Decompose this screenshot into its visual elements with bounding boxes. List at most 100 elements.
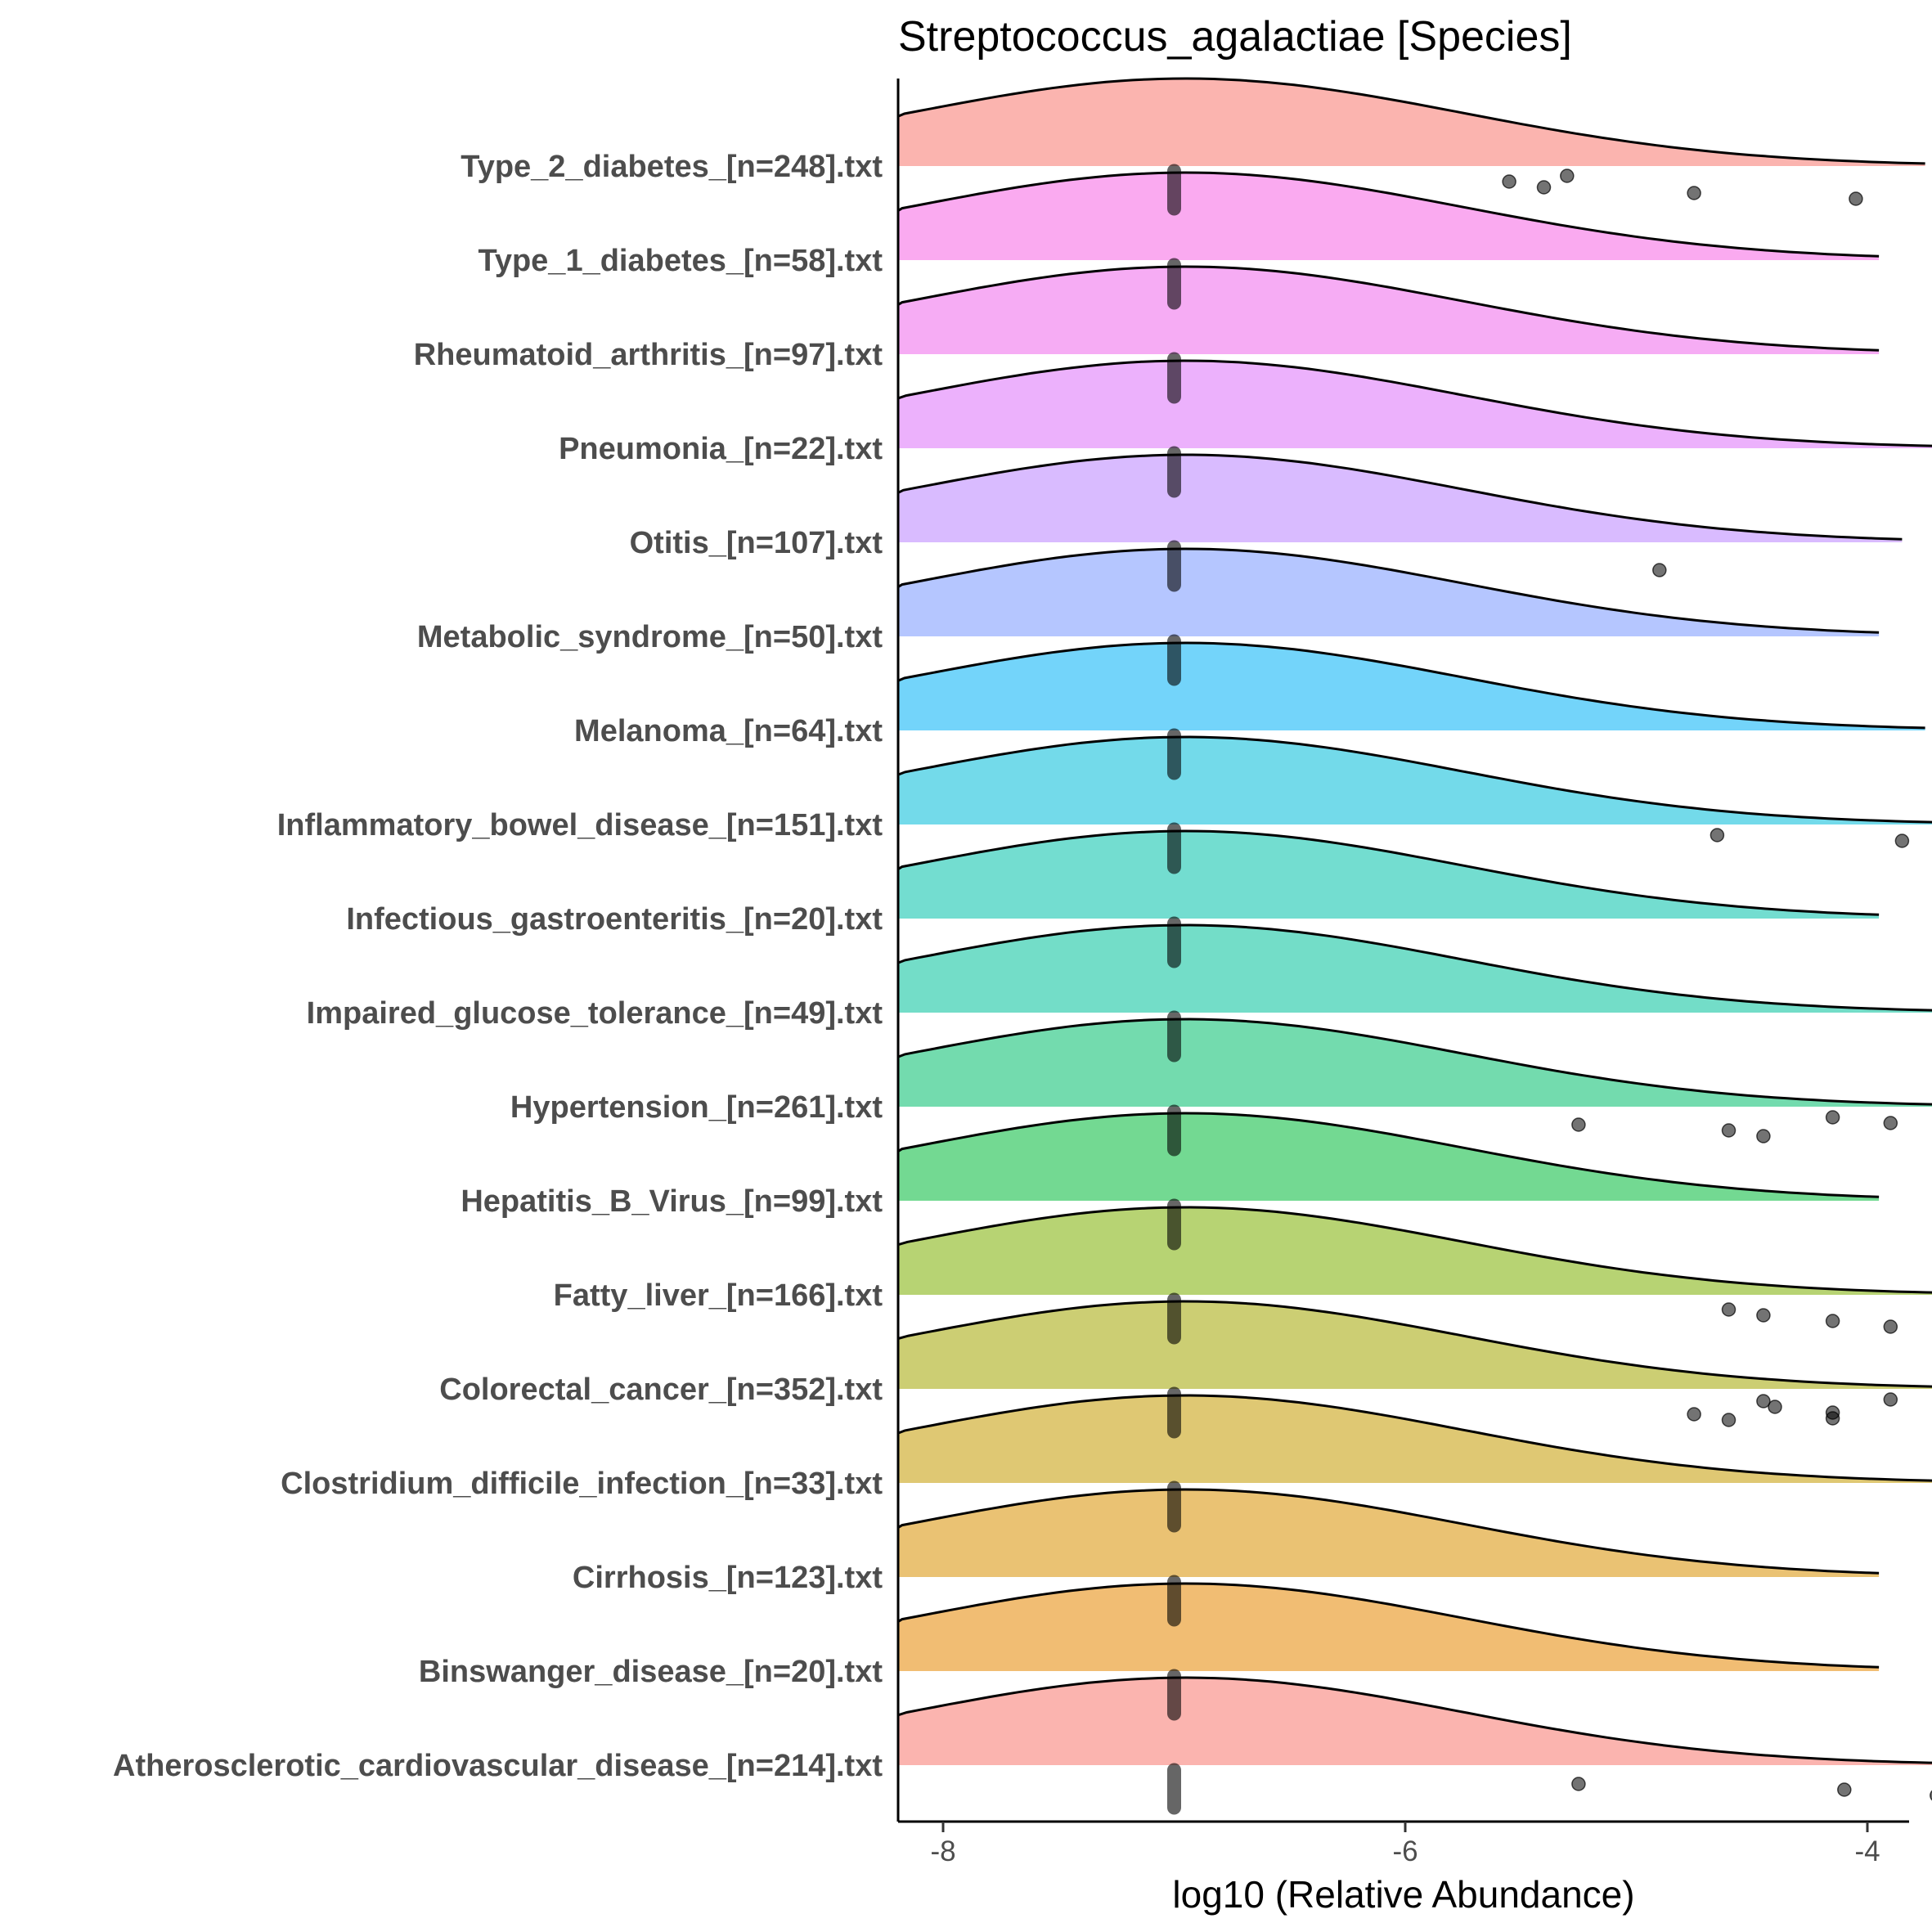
raw-point	[1825, 1110, 1840, 1125]
ridge-density-curve	[896, 1488, 1880, 1575]
raw-point	[1571, 1777, 1586, 1791]
ridge-group	[896, 77, 1925, 166]
ridge-density-fill	[898, 173, 1880, 260]
raw-point	[1825, 1411, 1840, 1426]
raw-point	[1571, 1117, 1586, 1132]
ridge-density-curve	[896, 547, 1880, 634]
x-tick-label: -6	[1392, 1835, 1418, 1867]
ridge-density-fill	[898, 79, 1925, 166]
ridge-density-curve	[896, 1112, 1880, 1198]
ridge-density-fill	[898, 1395, 1932, 1483]
ridge-density-curve	[896, 1018, 1932, 1106]
raw-point	[1883, 1392, 1898, 1407]
ridge-group	[896, 1582, 1880, 1671]
raw-point	[1825, 1314, 1840, 1328]
ridge-density-curve	[896, 641, 1925, 730]
ridges-layer	[896, 77, 1932, 1765]
raw-point	[1768, 1400, 1782, 1414]
ridge-density-fill	[898, 737, 1932, 824]
raw-point	[1756, 1394, 1771, 1409]
category-label: Cirrhosis_[n=123].txt	[573, 1561, 883, 1595]
ridge-group	[896, 171, 1880, 260]
ridge-density-fill	[898, 549, 1880, 636]
x-tick-label: -4	[1854, 1835, 1880, 1867]
raw-point	[1721, 1413, 1737, 1427]
ridge-group	[896, 453, 1903, 542]
ridge-density-fill	[898, 455, 1903, 542]
category-label: Binswanger_disease_[n=20].txt	[419, 1655, 883, 1689]
raw-point	[1721, 1123, 1737, 1138]
raw-point	[1756, 1308, 1771, 1323]
ridge-group	[896, 359, 1932, 448]
category-label: Inflammatory_bowel_disease_[n=151].txt	[277, 808, 883, 842]
ridge-group	[896, 547, 1880, 636]
category-label: Colorectal_cancer_[n=352].txt	[439, 1373, 883, 1407]
category-label: Fatty_liver_[n=166].txt	[554, 1278, 883, 1313]
ridge-density-curve	[896, 735, 1932, 824]
raw-point	[1710, 828, 1725, 842]
ridge-group	[896, 265, 1880, 354]
ridge-density-fill	[898, 267, 1880, 354]
category-label: Pneumonia_[n=22].txt	[559, 432, 883, 466]
ridge-density-fill	[898, 925, 1932, 1013]
chart-title: Streptococcus_agalactiae [Species]	[898, 13, 1572, 61]
category-label: Infectious_gastroenteritis_[n=20].txt	[346, 902, 883, 937]
ridge-density-fill	[898, 831, 1880, 919]
ridge-density-curve	[896, 171, 1880, 258]
category-label: Metabolic_syndrome_[n=50].txt	[417, 620, 883, 654]
category-label: Type_1_diabetes_[n=58].txt	[478, 244, 883, 278]
ridge-density-fill	[898, 1584, 1880, 1671]
category-label: Atherosclerotic_cardiovascular_disease_[…	[113, 1749, 883, 1783]
raw-point	[1930, 1790, 1932, 1801]
ridge-group	[896, 829, 1880, 919]
x-axis-ticks: -8-6-4-20	[930, 1822, 1880, 1867]
raw-point	[1560, 168, 1575, 183]
category-labels: Type_2_diabetes_[n=248].txt Type_1_diabet…	[113, 150, 883, 1783]
x-axis-title: log10 (Relative Abundance)	[1172, 1873, 1634, 1916]
ridge-density-fill	[898, 1678, 1932, 1765]
raw-point	[1652, 563, 1667, 577]
ridge-group	[896, 1488, 1880, 1577]
ridge-density-fill	[898, 361, 1932, 448]
ridge-group	[896, 641, 1925, 730]
raw-point	[1687, 186, 1701, 200]
ridge-group	[896, 1112, 1880, 1201]
raw-point	[1849, 191, 1863, 206]
category-label: Melanoma_[n=64].txt	[574, 714, 883, 748]
ridge-group	[896, 735, 1932, 824]
ridge-density-curve	[896, 1206, 1932, 1294]
ridge-density-curve	[896, 1676, 1932, 1764]
raw-point	[1883, 1116, 1898, 1130]
ridge-density-curve	[896, 1582, 1880, 1669]
raw-point	[1883, 1319, 1898, 1334]
raw-point	[1502, 174, 1516, 189]
ridge-density-fill	[898, 643, 1925, 730]
raw-point	[1687, 1407, 1701, 1422]
raw-point	[1837, 1782, 1852, 1797]
ridge-density-curve	[896, 359, 1932, 447]
category-label: Type_2_diabetes_[n=248].txt	[461, 150, 883, 184]
ridge-density-curve	[896, 265, 1880, 352]
ridge-density-curve	[896, 77, 1925, 165]
raw-point	[1536, 180, 1552, 195]
ridge-density-curve	[896, 1300, 1932, 1388]
category-label: Hypertension_[n=261].txt	[510, 1090, 883, 1125]
ridge-density-fill	[898, 1207, 1932, 1295]
ridge-group	[896, 923, 1932, 1013]
raw-point	[1721, 1302, 1737, 1317]
ridge-density-curve	[896, 829, 1880, 916]
raw-points-layer	[1167, 164, 1932, 1815]
ridge-density-curve	[896, 453, 1903, 541]
ridge-density-fill	[898, 1489, 1880, 1577]
ridge-density-fill	[898, 1019, 1932, 1107]
category-label: Clostridium_difficile_infection_[n=33].t…	[281, 1467, 883, 1501]
category-label: Impaired_glucose_tolerance_[n=49].txt	[307, 996, 883, 1031]
ridge-group	[896, 1206, 1932, 1295]
x-tick-label: -8	[930, 1835, 955, 1867]
ridge-density-curve	[896, 923, 1932, 1012]
ridge-group	[896, 1676, 1932, 1765]
category-label: Otitis_[n=107].txt	[630, 526, 883, 560]
category-label: Rheumatoid_arthritis_[n=97].txt	[414, 338, 883, 372]
ridge-density-curve	[896, 1394, 1932, 1482]
